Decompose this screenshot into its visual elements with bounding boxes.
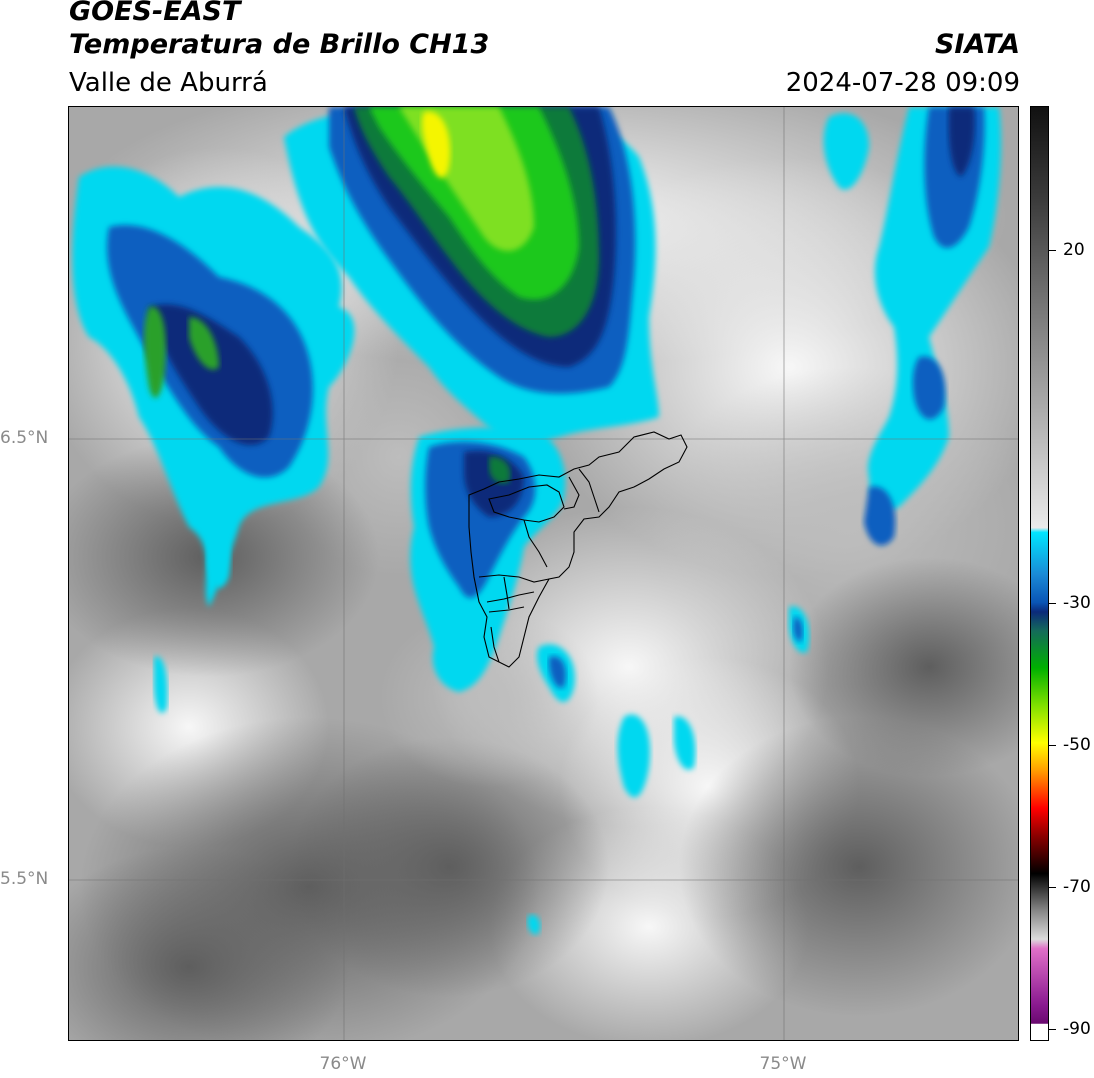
- satellite-map[interactable]: [68, 106, 1019, 1041]
- colorbar-label: -90: [1063, 1019, 1091, 1039]
- colorbar-label: -50: [1063, 735, 1091, 755]
- colorbar: [1030, 106, 1049, 1041]
- graticule: [69, 107, 1018, 1040]
- lat-label-6-5: 6.5°N: [0, 428, 49, 448]
- colorbar-label: -30: [1063, 593, 1091, 613]
- map-canvas: [69, 107, 1018, 1040]
- municipal-boundaries: [468, 431, 688, 668]
- colorbar-gradient: [1031, 107, 1048, 1040]
- colorbar-label: -70: [1063, 877, 1091, 897]
- region-subtitle: Valle de Aburrá: [69, 68, 268, 98]
- colorbar-tick: [1049, 1029, 1056, 1030]
- timestamp: 2024-07-28 09:09: [785, 68, 1020, 98]
- organization-title: SIATA: [934, 29, 1020, 60]
- lon-label-75w: 75°W: [759, 1054, 807, 1074]
- colorbar-tick: [1049, 250, 1056, 251]
- colorbar-label: 20: [1063, 240, 1085, 260]
- cold-cloud-tops: [72, 107, 1001, 935]
- satellite-title: GOES-EAST: [69, 0, 241, 27]
- lat-label-5-5: 5.5°N: [0, 869, 49, 889]
- product-title: Temperatura de Brillo CH13: [69, 29, 490, 60]
- colorbar-tick: [1049, 603, 1056, 604]
- lon-label-76w: 76°W: [319, 1054, 367, 1074]
- colorbar-tick: [1049, 887, 1056, 888]
- colorbar-tick: [1049, 745, 1056, 746]
